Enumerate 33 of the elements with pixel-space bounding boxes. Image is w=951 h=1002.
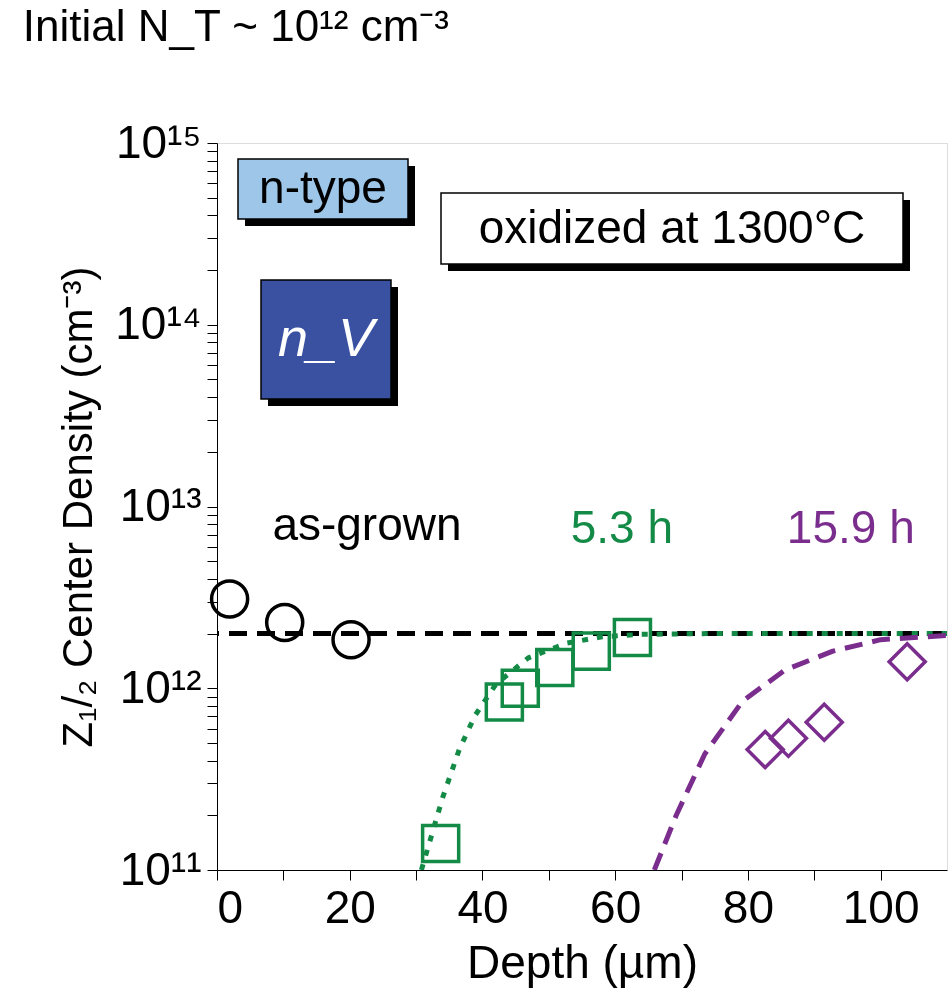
y-tick-label: 10¹² xyxy=(119,660,202,713)
point xyxy=(484,682,525,722)
x-axis-title: Depth (µm) xyxy=(467,935,698,988)
x-tick-label: 100 xyxy=(842,880,920,933)
point xyxy=(804,702,845,743)
annotation: n-type xyxy=(259,161,387,213)
y-tick-label: 10¹³ xyxy=(119,479,202,531)
y-tick-label: 10¹⁵ xyxy=(115,115,202,168)
point xyxy=(571,631,612,671)
point xyxy=(612,617,653,658)
annotation: n_V xyxy=(277,306,380,367)
y-tick-label: 10¹⁴ xyxy=(115,297,202,350)
annotation: oxidized at 1300°C xyxy=(478,200,866,253)
point xyxy=(500,668,541,709)
point xyxy=(331,619,371,660)
chart-title: Initial N_T ~ 10¹² cm⁻³ xyxy=(22,1,449,50)
point xyxy=(420,823,461,864)
x-tick-label: 0 xyxy=(217,880,244,933)
point xyxy=(264,602,305,643)
y-axis-title: Z₁/₂ Center Density (cm⁻³) xyxy=(54,266,102,748)
y-tick-label: 10¹¹ xyxy=(119,842,202,895)
point xyxy=(768,718,809,759)
point xyxy=(535,647,575,688)
x-tick-label: 40 xyxy=(457,880,509,933)
point xyxy=(887,641,927,682)
point xyxy=(209,579,250,619)
series-label: as-grown xyxy=(272,498,462,551)
series-label: 15.9 h xyxy=(786,501,915,554)
series-label: 5.3 h xyxy=(570,501,673,554)
x-tick-label: 60 xyxy=(590,880,642,933)
point xyxy=(745,729,785,770)
x-tick-label: 20 xyxy=(324,880,376,933)
x-tick-label: 80 xyxy=(722,880,774,933)
